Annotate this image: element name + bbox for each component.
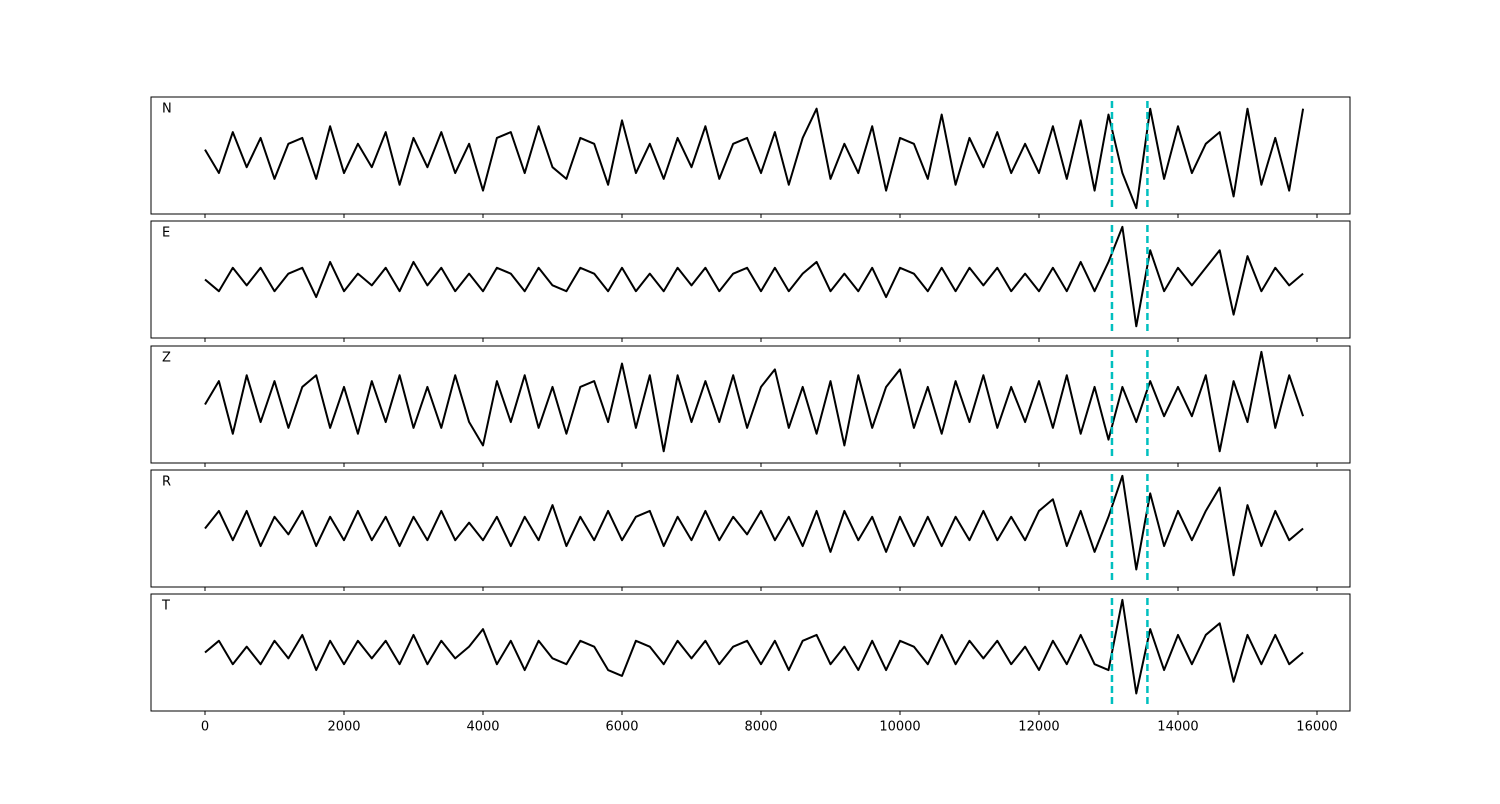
x-tick-label: 4000 bbox=[466, 720, 499, 735]
trace bbox=[204, 225, 1304, 328]
trace bbox=[204, 107, 1305, 210]
panel-label: Z bbox=[162, 351, 171, 366]
x-tick-label: 14000 bbox=[1157, 720, 1198, 735]
x-tick-label: 12000 bbox=[1018, 720, 1059, 735]
panel-label: T bbox=[161, 599, 170, 614]
panel-frame bbox=[150, 220, 1351, 339]
x-tick-label: 2000 bbox=[327, 720, 360, 735]
trace bbox=[204, 474, 1304, 577]
panel-frame bbox=[150, 345, 1351, 464]
panel-label: E bbox=[162, 226, 170, 241]
trace bbox=[204, 598, 1304, 695]
x-tick-label: 10000 bbox=[879, 720, 920, 735]
x-tick-label: 8000 bbox=[744, 720, 777, 735]
trace bbox=[204, 350, 1305, 453]
panel-label: N bbox=[162, 102, 172, 117]
x-tick-label: 0 bbox=[201, 720, 209, 735]
x-tick-label: 16000 bbox=[1296, 720, 1337, 735]
panel-label: R bbox=[162, 475, 171, 490]
x-tick-label: 6000 bbox=[605, 720, 638, 735]
panel-frame bbox=[150, 96, 1351, 215]
